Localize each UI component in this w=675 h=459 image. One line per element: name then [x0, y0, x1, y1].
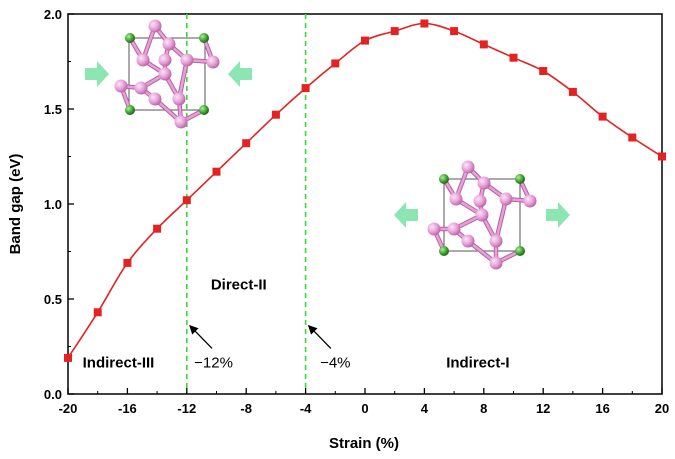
purple-atom	[475, 208, 489, 222]
stretched-structure-inset	[394, 160, 570, 270]
green-atom	[199, 105, 209, 115]
labels-layer: Indirect-III Direct-II Indirect-I −12% −4%	[83, 277, 510, 372]
data-point-13	[450, 27, 459, 36]
region-label-2: Indirect-I	[446, 354, 509, 371]
purple-atom	[134, 81, 148, 95]
purple-atom	[174, 115, 188, 129]
annotation-arrow-1	[307, 324, 332, 349]
purple-atom	[136, 53, 150, 67]
annotation-arrow-0	[189, 324, 213, 349]
data-point-11	[390, 27, 399, 36]
purple-atom	[114, 79, 128, 93]
strain-arrow-0	[394, 202, 418, 228]
purple-atom	[523, 194, 537, 208]
x-tick-label-10: 20	[655, 401, 669, 416]
purple-atom	[489, 256, 503, 270]
green-atom	[515, 246, 525, 256]
data-point-16	[539, 67, 548, 75]
bond-highlight	[494, 197, 508, 243]
strain-arrow-1	[546, 202, 570, 228]
purple-atom	[461, 234, 475, 248]
purple-atom	[148, 92, 162, 106]
purple-atom	[172, 92, 186, 106]
purple-atom	[473, 194, 487, 208]
x-tick-label-1: -16	[118, 401, 137, 416]
purple-atom	[162, 37, 176, 51]
data-point-15	[509, 53, 518, 62]
data-point-7	[271, 110, 280, 119]
data-point-9	[331, 59, 340, 68]
x-tick-label-3: -8	[240, 401, 252, 416]
x-tick-label-6: 4	[421, 401, 429, 416]
data-point-2	[123, 258, 132, 267]
data-point-6	[242, 139, 251, 148]
data-point-17	[568, 87, 577, 96]
green-atom	[125, 105, 135, 115]
data-point-14	[479, 40, 488, 49]
y-tick-label-4: 2.0	[44, 7, 62, 22]
data-point-0	[64, 353, 72, 362]
green-atom	[439, 174, 449, 184]
purple-atom	[427, 222, 441, 236]
data-point-3	[153, 224, 162, 233]
data-point-8	[301, 84, 310, 93]
data-point-18	[598, 112, 607, 121]
y-tick-label-0: 0.0	[44, 387, 62, 402]
x-tick-label-7: 8	[480, 401, 487, 416]
x-tick-label-0: -20	[59, 401, 78, 416]
strain-arrow-0	[85, 61, 109, 87]
purple-atom	[180, 53, 194, 67]
data-point-10	[361, 36, 369, 45]
x-tick-label-2: -12	[177, 401, 196, 416]
purple-atom	[499, 192, 513, 206]
annotation-label-1: −4%	[320, 354, 350, 371]
x-axis-title: Strain (%)	[329, 435, 399, 452]
data-point-4	[182, 196, 191, 205]
ticks-layer: -20 -16 -12 -8 -4 0 4 8 12 16 20 0.0 0.5 1.0 1.5 2.0	[44, 7, 669, 416]
x-tick-label-9: 16	[595, 401, 609, 416]
compressed-structure-inset	[85, 19, 252, 129]
data-point-19	[628, 133, 637, 142]
x-tick-label-8: 12	[536, 401, 550, 416]
green-atom	[439, 246, 449, 256]
region-label-0: Indirect-III	[83, 354, 155, 371]
strain-arrow-1	[228, 61, 252, 87]
purple-atom	[461, 160, 475, 174]
purple-atom	[158, 53, 172, 67]
bond-highlight	[177, 58, 189, 101]
y-axis-title: Band gap (eV)	[7, 154, 24, 255]
data-point-5	[212, 167, 221, 176]
green-atom	[515, 174, 525, 184]
y-tick-label-1: 0.5	[44, 292, 62, 307]
x-tick-label-5: 0	[361, 401, 368, 416]
data-point-20	[658, 152, 666, 161]
x-tick-label-4: -4	[300, 401, 312, 416]
region-label-1: Direct-II	[211, 277, 267, 294]
y-tick-label-3: 1.5	[44, 102, 62, 117]
green-atom	[125, 33, 135, 43]
annotation-label-0: −12%	[194, 354, 233, 371]
purple-atom	[206, 55, 220, 69]
series-line-0	[67, 22, 663, 359]
purple-atom	[148, 19, 162, 33]
y-tick-label-2: 1.0	[44, 197, 62, 212]
purple-atom	[447, 222, 461, 236]
purple-atom	[158, 67, 172, 81]
series-layer	[64, 19, 666, 362]
data-point-12	[420, 19, 429, 28]
purple-atom	[489, 234, 503, 248]
purple-atom	[477, 176, 491, 190]
purple-atom	[449, 192, 463, 206]
green-atom	[199, 33, 209, 43]
data-point-1	[93, 308, 102, 317]
